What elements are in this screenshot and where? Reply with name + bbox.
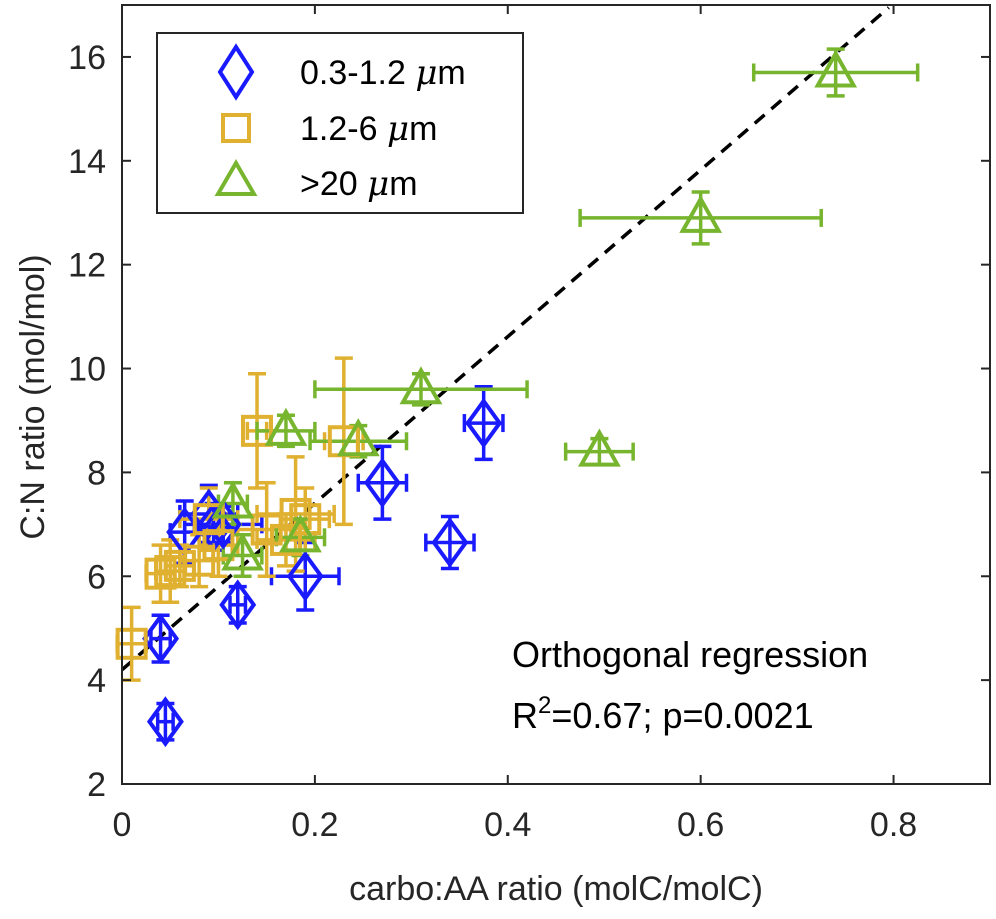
y-axis-title: C:N ratio (mol/mol) — [14, 254, 52, 539]
data-point-square — [289, 503, 322, 536]
data-point-triangle — [577, 428, 621, 467]
legend: 0.3-1.2 μm 1.2-6 μm >20 μm — [156, 32, 524, 214]
annotation-title: Orthogonal regression — [512, 634, 868, 675]
x-tick-label: 0.8 — [870, 806, 917, 844]
annotation-r-superscript: 2 — [538, 692, 551, 719]
x-tick-label: 0.6 — [677, 806, 724, 844]
y-tick-label: 8 — [87, 454, 106, 492]
data-point-square — [115, 627, 148, 660]
data-point-square — [192, 503, 225, 536]
y-tick-label: 2 — [87, 766, 106, 804]
x-tick-label: 0 — [113, 806, 132, 844]
legend-label-green-mu: μ — [367, 164, 389, 204]
legend-label-orange-m: m — [409, 110, 437, 148]
data-point-triangle — [264, 407, 308, 446]
regression-annotation: Orthogonal regression R2=0.67; p=0.0021 — [512, 634, 868, 736]
y-tick-label: 12 — [68, 247, 106, 285]
x-tick-label: 0.2 — [291, 806, 338, 844]
data-point-triangle — [279, 514, 322, 553]
data-point-triangle — [814, 49, 858, 88]
data-point-triangle — [211, 480, 255, 519]
legend-label-green-prefix: >20 — [300, 165, 367, 203]
annotation-r2-value: =0.67; p=0.0021 — [551, 695, 813, 736]
data-markers — [115, 49, 858, 748]
data-point-diamond — [142, 613, 180, 664]
legend-label-orange-mu: μ — [387, 109, 409, 149]
legend-label-green-m: m — [389, 165, 417, 203]
x-tick-label: 0.4 — [484, 806, 531, 844]
plot-area — [115, 6, 920, 748]
data-point-square — [144, 557, 177, 590]
legend-triangle-marker — [214, 159, 258, 196]
regression-line — [120, 6, 890, 672]
legend-square-marker — [221, 113, 251, 143]
legend-entry-blue: 0.3-1.2 μm — [217, 43, 466, 101]
y-axis: 2 4 6 8 10 12 14 16 — [68, 39, 990, 804]
axes-box — [121, 4, 991, 785]
data-point-square — [202, 529, 235, 562]
annotation-stats: R2=0.67; p=0.0021 — [512, 692, 814, 736]
data-point-diamond — [146, 696, 184, 748]
y-tick-label: 6 — [87, 558, 106, 596]
data-point-diamond — [286, 550, 324, 602]
data-point-square — [163, 549, 196, 582]
legend-label-orange: 1.2-6 μm — [300, 109, 437, 149]
data-point-diamond — [363, 457, 401, 509]
legend-label-blue-m: m — [437, 54, 465, 92]
y-tick-label: 4 — [87, 662, 106, 700]
legend-diamond-marker — [217, 43, 255, 101]
data-point-triangle — [399, 366, 443, 405]
legend-entry-green: >20 μm — [214, 159, 418, 204]
legend-box — [156, 32, 524, 214]
data-point-triangle — [221, 532, 264, 571]
legend-label-orange-prefix: 1.2-6 — [300, 110, 387, 148]
annotation-r: R — [512, 695, 538, 736]
data-point-square — [269, 523, 302, 556]
data-point-square — [241, 414, 274, 447]
x-axis: 0 0.2 0.4 0.6 0.8 — [113, 5, 917, 844]
legend-label-green: >20 μm — [300, 164, 418, 204]
y-tick-label: 10 — [68, 351, 106, 389]
legend-label-blue-mu: μ — [415, 53, 437, 93]
legend-label-blue-prefix: 0.3-1.2 — [300, 54, 415, 92]
data-point-diamond — [431, 517, 469, 568]
legend-label-blue: 0.3-1.2 μm — [300, 53, 466, 93]
data-point-diamond — [219, 579, 257, 631]
data-point-triangle — [679, 194, 723, 233]
data-point-diamond — [465, 397, 503, 449]
y-tick-label: 16 — [68, 39, 106, 77]
x-axis-title: carbo:AA ratio (molC/molC) — [349, 870, 763, 908]
legend-entry-orange: 1.2-6 μm — [221, 109, 437, 149]
y-tick-label: 14 — [68, 143, 106, 181]
data-point-triangle — [336, 418, 380, 457]
